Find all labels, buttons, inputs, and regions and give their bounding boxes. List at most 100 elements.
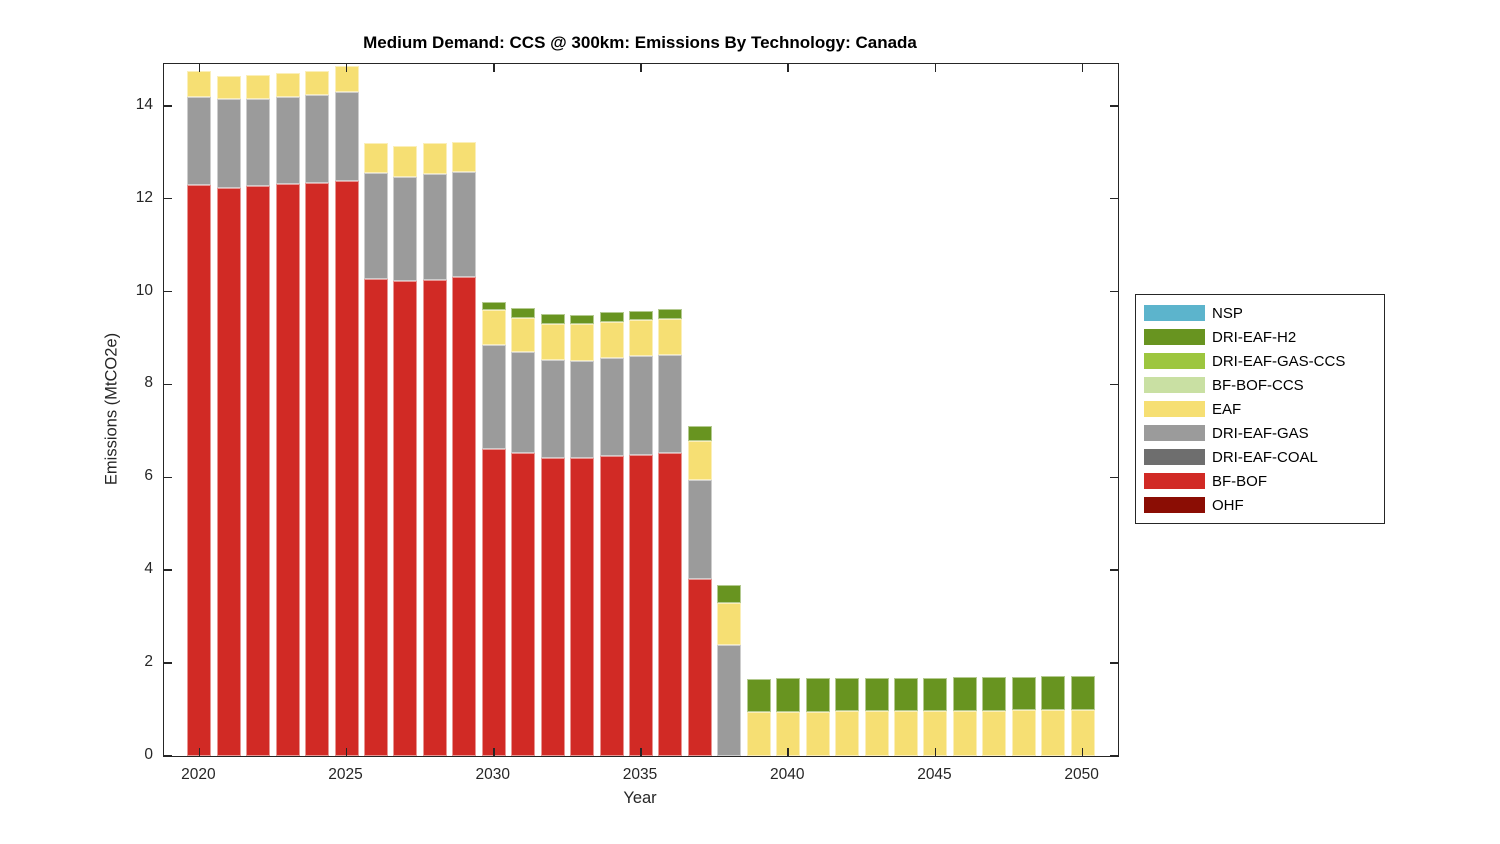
bar-segment-BF-BOF-2035 [629, 454, 653, 756]
x-axis-label: Year [623, 789, 657, 807]
bar-segment-BF-BOF-2020 [187, 184, 212, 756]
y-tick [164, 569, 172, 571]
bar-segment-EAF-2046 [952, 710, 977, 756]
y-tick-label: 10 [135, 281, 153, 299]
x-tick [345, 748, 348, 756]
bar-segment-DRI-EAF-H2-2030 [481, 301, 506, 311]
legend-label: BF-BOF [1212, 472, 1267, 490]
bar-segment-DRI-EAF-GAS-2032 [540, 360, 565, 458]
bar-segment-EAF-2048 [1011, 710, 1036, 756]
y-tick-label: 6 [144, 467, 153, 485]
legend-entry-DRI-EAF-COAL: DRI-EAF-COAL [1136, 445, 1384, 469]
x-tick [640, 748, 642, 756]
y-tick [1110, 383, 1118, 386]
legend-label: DRI-EAF-GAS-CCS [1212, 352, 1346, 370]
bar-segment-DRI-EAF-GAS-2023 [275, 96, 300, 185]
bar-segment-EAF-2044 [894, 710, 918, 756]
bar-segment-EAF-2031 [511, 317, 536, 353]
bar-segment-EAF-2043 [864, 711, 889, 756]
legend-swatch-BF-BOF-CCS [1144, 377, 1205, 393]
x-tick [934, 748, 937, 756]
y-tick [1110, 755, 1118, 757]
bar-segment-EAF-2037 [687, 440, 712, 480]
bar-segment-DRI-EAF-H2-2035 [629, 311, 653, 321]
x-tick-label: 2050 [1064, 766, 1099, 783]
bar-segment-EAF-2041 [805, 711, 830, 756]
legend-entry-NSP: NSP [1136, 301, 1384, 325]
legend-label: DRI-EAF-H2 [1212, 328, 1297, 346]
bar-segment-EAF-2038 [717, 602, 742, 645]
bar-segment-BF-BOF-2021 [216, 187, 241, 756]
legend-swatch-DRI-EAF-COAL [1144, 449, 1205, 465]
bar-segment-DRI-EAF-GAS-2025 [334, 91, 359, 182]
y-tick-label: 4 [144, 560, 153, 578]
bar-segment-DRI-EAF-H2-2039 [746, 678, 771, 713]
legend-swatch-NSP [1144, 305, 1205, 321]
y-tick [1110, 569, 1118, 571]
legend-entry-DRI-EAF-GAS-CCS: DRI-EAF-GAS-CCS [1136, 349, 1384, 373]
bar-segment-EAF-2033 [570, 324, 595, 361]
bar-segment-DRI-EAF-H2-2042 [835, 678, 860, 712]
legend-swatch-DRI-EAF-GAS-CCS [1144, 353, 1205, 369]
x-tick [198, 64, 201, 72]
x-tick [198, 748, 201, 756]
bar-segment-EAF-2023 [275, 72, 300, 97]
y-tick-label: 12 [135, 188, 153, 206]
legend-label: EAF [1212, 400, 1242, 418]
x-tick [1081, 64, 1084, 72]
y-tick [1110, 290, 1118, 293]
plot-area [163, 63, 1119, 757]
bar-segment-BF-BOF-2024 [305, 182, 330, 756]
bar-segment-DRI-EAF-H2-2032 [540, 314, 565, 324]
x-tick [345, 64, 348, 72]
legend-swatch-DRI-EAF-GAS [1144, 425, 1205, 441]
x-tick [493, 64, 495, 72]
bar-segment-DRI-EAF-GAS-2021 [216, 99, 241, 188]
y-tick [1110, 105, 1118, 107]
legend-box: NSP DRI-EAF-H2 DRI-EAF-GAS-CCS BF-BOF-CCS EA… [1135, 294, 1385, 524]
bar-segment-DRI-EAF-H2-2031 [511, 307, 536, 318]
bar-segment-BF-BOF-2028 [422, 279, 447, 756]
y-tick-label: 8 [144, 374, 153, 392]
legend-label: BF-BOF-CCS [1212, 376, 1304, 394]
x-tick [934, 64, 937, 72]
legend-entry-BF-BOF: BF-BOF [1136, 469, 1384, 493]
bar-segment-BF-BOF-2031 [511, 453, 536, 756]
bar-segment-EAF-2027 [393, 146, 418, 178]
y-tick [164, 383, 172, 386]
y-tick [164, 662, 172, 664]
legend-label: OHF [1212, 496, 1244, 514]
bar-segment-DRI-EAF-GAS-2036 [658, 355, 683, 454]
bar-segment-BF-BOF-2026 [364, 278, 388, 756]
y-tick [164, 105, 172, 107]
bar-segment-DRI-EAF-GAS-2028 [422, 174, 447, 280]
legend-swatch-EAF [1144, 401, 1205, 417]
y-tick [164, 476, 172, 479]
legend-swatch-OHF [1144, 497, 1205, 513]
bar-segment-DRI-EAF-H2-2036 [658, 309, 683, 319]
bar-segment-DRI-EAF-H2-2050 [1070, 675, 1095, 710]
bar-segment-DRI-EAF-GAS-2037 [687, 479, 712, 579]
y-tick [1110, 197, 1118, 200]
bar-segment-EAF-2032 [540, 323, 565, 361]
y-tick-label: 2 [144, 653, 153, 671]
x-tick-label: 2040 [769, 766, 805, 783]
y-tick [1110, 476, 1118, 479]
legend-label: DRI-EAF-GAS [1212, 424, 1309, 442]
x-tick-label: 2035 [622, 766, 658, 783]
legend-swatch-BF-BOF [1144, 473, 1205, 489]
bar-segment-BF-BOF-2036 [658, 453, 683, 756]
x-tick [787, 748, 789, 756]
bar-segment-EAF-2020 [187, 70, 212, 97]
bar-segment-EAF-2039 [746, 712, 771, 756]
bar-segment-DRI-EAF-H2-2049 [1041, 676, 1066, 711]
bar-segment-EAF-2022 [246, 74, 271, 99]
bar-segment-DRI-EAF-GAS-2031 [511, 352, 536, 454]
bar-segment-BF-BOF-2029 [452, 277, 477, 756]
bar-segment-DRI-EAF-H2-2038 [717, 584, 742, 603]
bar-segment-DRI-EAF-GAS-2033 [570, 360, 595, 459]
bar-segment-DRI-EAF-H2-2043 [864, 677, 889, 712]
bar-segment-DRI-EAF-GAS-2024 [305, 94, 330, 183]
bar-segment-DRI-EAF-H2-2048 [1011, 676, 1036, 711]
